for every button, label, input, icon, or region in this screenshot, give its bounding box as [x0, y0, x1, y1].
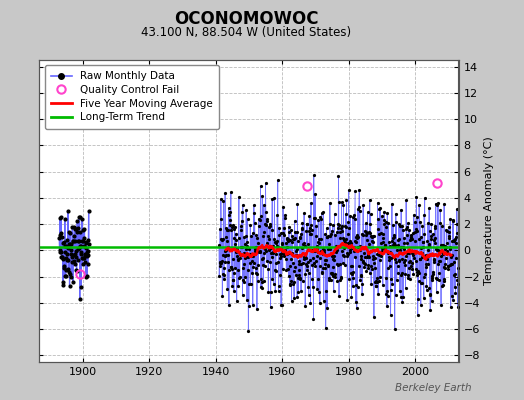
Text: 43.100 N, 88.504 W (United States): 43.100 N, 88.504 W (United States): [141, 26, 352, 39]
Text: OCONOMOWOC: OCONOMOWOC: [174, 10, 319, 28]
Y-axis label: Temperature Anomaly (°C): Temperature Anomaly (°C): [484, 137, 494, 285]
Text: Berkeley Earth: Berkeley Earth: [395, 383, 472, 393]
Legend: Raw Monthly Data, Quality Control Fail, Five Year Moving Average, Long-Term Tren: Raw Monthly Data, Quality Control Fail, …: [45, 65, 219, 129]
